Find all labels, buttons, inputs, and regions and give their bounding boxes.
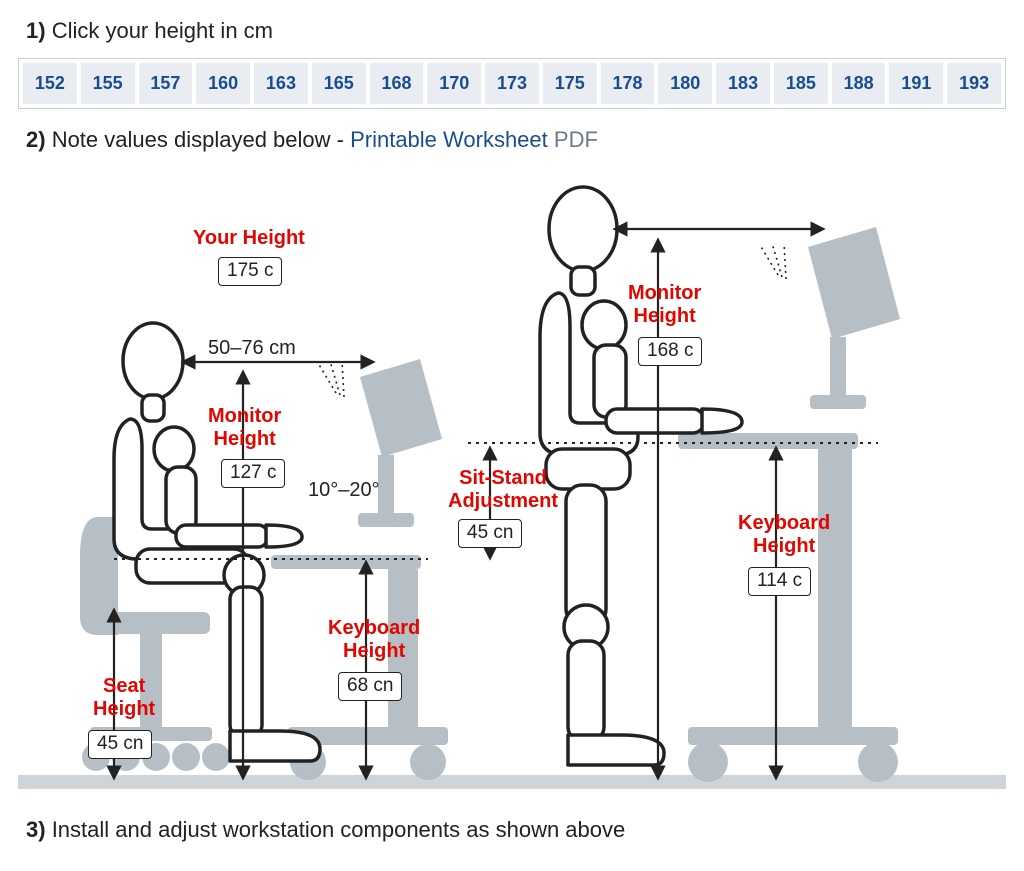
- stand-monitor-label: MonitorHeight: [628, 282, 701, 328]
- step-3-heading: 3) Install and adjust workstation compon…: [26, 817, 1006, 843]
- height-option-178[interactable]: 178: [601, 63, 655, 104]
- height-option-173[interactable]: 173: [485, 63, 539, 104]
- height-option-185[interactable]: 185: [774, 63, 828, 104]
- step-2-text: Note values displayed below -: [52, 127, 350, 152]
- height-option-157[interactable]: 157: [139, 63, 193, 104]
- sit-keyboard-value: 68 cn: [338, 672, 402, 701]
- stand-keyboard-label: KeyboardHeight: [738, 512, 830, 558]
- height-option-193[interactable]: 193: [947, 63, 1001, 104]
- step-2-num: 2): [26, 127, 46, 152]
- sit-monitor-value: 127 c: [221, 459, 285, 488]
- height-option-152[interactable]: 152: [23, 63, 77, 104]
- step-3-num: 3): [26, 817, 46, 842]
- printable-worksheet-link[interactable]: Printable Worksheet: [350, 127, 548, 152]
- height-option-163[interactable]: 163: [254, 63, 308, 104]
- height-option-175[interactable]: 175: [543, 63, 597, 104]
- height-option-180[interactable]: 180: [658, 63, 712, 104]
- height-option-168[interactable]: 168: [370, 63, 424, 104]
- seat-height-label: SeatHeight: [93, 675, 155, 721]
- stand-monitor-value: 168 c: [638, 337, 702, 366]
- your-height-label: Your Height: [193, 227, 305, 250]
- height-option-183[interactable]: 183: [716, 63, 770, 104]
- eye-distance-label: 50–76 cm: [208, 337, 296, 360]
- your-height-value: 175 c: [218, 257, 282, 286]
- step-1-text: Click your height in cm: [52, 18, 273, 43]
- step-3-text: Install and adjust workstation component…: [52, 817, 626, 842]
- tilt-label: 10°–20°: [308, 479, 380, 502]
- ergonomics-diagram: Your Height 175 c 50–76 cm MonitorHeight…: [18, 167, 1006, 807]
- height-option-165[interactable]: 165: [312, 63, 366, 104]
- sit-stand-value: 45 cn: [458, 519, 522, 548]
- height-selector: 1521551571601631651681701731751781801831…: [18, 58, 1006, 109]
- step-1-num: 1): [26, 18, 46, 43]
- height-option-160[interactable]: 160: [196, 63, 250, 104]
- sit-monitor-label: MonitorHeight: [208, 405, 281, 451]
- step-1-heading: 1) Click your height in cm: [26, 18, 1006, 44]
- height-option-191[interactable]: 191: [889, 63, 943, 104]
- stand-keyboard-value: 114 c: [748, 567, 811, 596]
- pdf-label: PDF: [554, 127, 598, 152]
- seat-height-value: 45 cn: [88, 730, 152, 759]
- height-option-170[interactable]: 170: [427, 63, 481, 104]
- height-option-188[interactable]: 188: [832, 63, 886, 104]
- step-2-heading: 2) Note values displayed below - Printab…: [26, 127, 1006, 153]
- sit-stand-label: Sit-StandAdjustment: [448, 467, 558, 513]
- sit-keyboard-label: KeyboardHeight: [328, 617, 420, 663]
- height-option-155[interactable]: 155: [81, 63, 135, 104]
